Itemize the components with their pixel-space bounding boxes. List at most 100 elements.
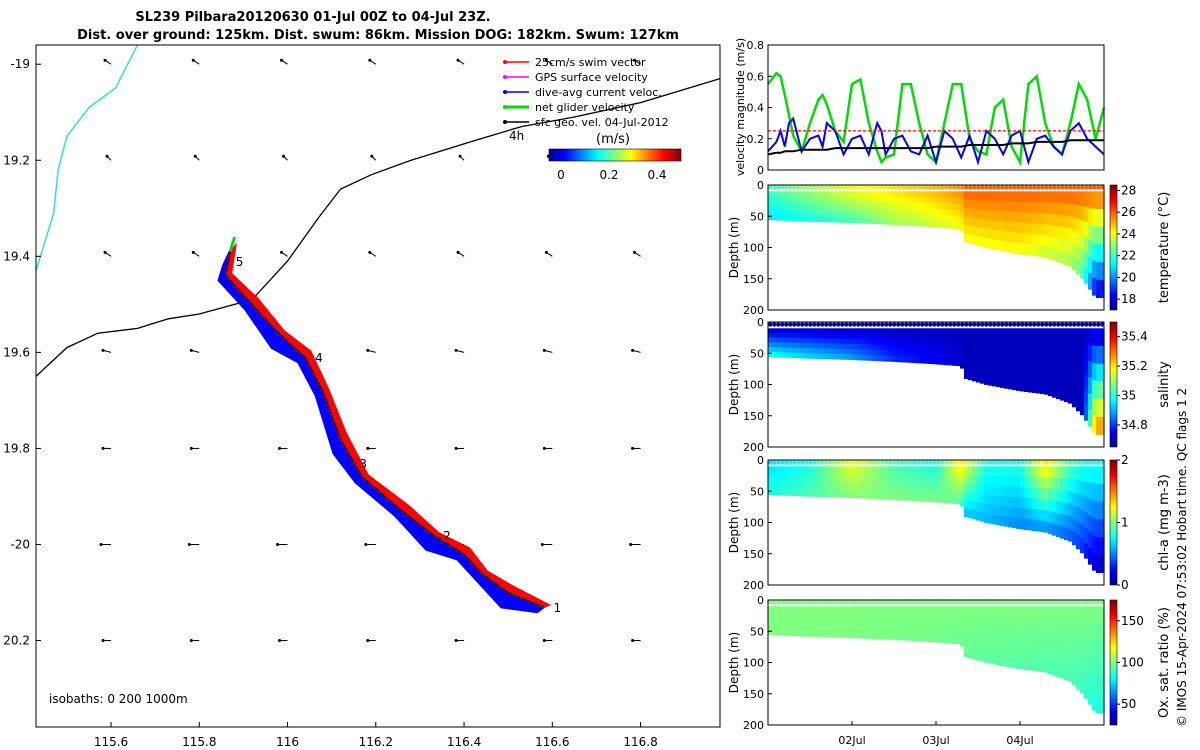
section-cell — [932, 214, 937, 222]
section-cell — [840, 471, 845, 478]
section-cell — [1024, 497, 1029, 509]
surface-profile-dot — [952, 460, 957, 465]
section-cell — [844, 616, 849, 623]
section-cell — [880, 339, 885, 345]
section-cell — [828, 491, 833, 498]
surface-profile-dot — [992, 600, 997, 605]
section-cell — [908, 214, 913, 221]
section-cell — [940, 618, 945, 625]
section-cell — [824, 621, 829, 628]
section-cell — [1020, 359, 1025, 371]
section-cell — [768, 342, 773, 348]
section-cell — [1048, 373, 1053, 385]
current-vector-head — [103, 250, 107, 254]
section-cell — [936, 209, 941, 216]
section-cell — [892, 488, 897, 495]
section-cell — [904, 617, 909, 624]
current-vector-head — [101, 446, 105, 450]
section-cell — [996, 230, 1001, 241]
surface-profile-dot — [796, 600, 801, 605]
section-cell — [944, 203, 949, 210]
section-cell — [776, 466, 781, 472]
section-cell — [804, 481, 809, 487]
section-cell — [1056, 328, 1061, 341]
section-cell — [1052, 466, 1057, 479]
section-cell — [1028, 498, 1033, 510]
section-cell — [908, 489, 913, 496]
section-cell — [884, 350, 889, 357]
section-cell — [1028, 328, 1033, 340]
section-cell — [1028, 508, 1033, 520]
section-cell — [908, 634, 913, 641]
section-cell — [816, 491, 821, 497]
section-cell — [1044, 639, 1049, 651]
section-cell — [820, 481, 825, 487]
section-cell — [1048, 640, 1053, 652]
section-cell — [900, 196, 905, 203]
section-cell — [780, 196, 785, 202]
current-vector-head — [101, 348, 105, 352]
section-cell — [880, 471, 885, 478]
section-cell — [896, 471, 901, 478]
section-cell — [1012, 616, 1017, 628]
section-cell — [1096, 381, 1101, 400]
surface-profile-dot — [768, 322, 773, 327]
section-cell — [820, 338, 825, 344]
section-cell — [856, 606, 861, 613]
section-cell — [1012, 328, 1017, 339]
section-cell — [956, 346, 961, 354]
section-cell — [1064, 642, 1069, 656]
section-cell — [1068, 328, 1073, 342]
section-cell — [1080, 371, 1085, 387]
current-vector-head — [454, 639, 458, 643]
section-cell — [1024, 627, 1029, 639]
section-cell — [980, 227, 985, 238]
section-cell — [832, 621, 837, 628]
section-cell — [1044, 499, 1049, 511]
section-cell — [1000, 655, 1005, 666]
section-cell — [884, 482, 889, 489]
section-cell — [940, 334, 945, 341]
section-cell — [1020, 476, 1025, 488]
section-cell — [848, 343, 853, 350]
section-cell — [860, 201, 865, 208]
section-cell — [844, 476, 849, 483]
section-cell — [964, 336, 969, 346]
section-cell — [992, 466, 997, 477]
section-cell — [1096, 484, 1101, 503]
section-cell — [804, 211, 809, 217]
section-cell — [1088, 687, 1093, 705]
map-colorbar-tick-label: 0.4 — [647, 168, 666, 182]
section-cell — [956, 328, 961, 335]
section-cell — [908, 345, 913, 352]
surface-profile-dot — [984, 600, 989, 605]
section-cell — [1004, 191, 1009, 202]
section-cell — [864, 487, 869, 494]
section-cell — [824, 353, 829, 360]
surface-profile-dot — [972, 600, 977, 605]
section-cell — [968, 345, 973, 355]
section-cell — [964, 648, 969, 657]
section-cell — [928, 612, 933, 619]
surface-profile-dot — [968, 460, 973, 465]
section-cell — [1016, 359, 1021, 371]
section-cell — [948, 636, 953, 644]
section-cell — [1096, 501, 1101, 520]
section-cell — [928, 495, 933, 502]
section-cell — [1096, 262, 1101, 281]
map-colorbar-ticks: 0 0.2 0.4 — [557, 168, 666, 182]
surface-profile-dot — [912, 600, 917, 605]
section-cell — [1064, 630, 1069, 644]
section-cell — [1044, 339, 1049, 351]
surface-profile-dot — [896, 460, 901, 465]
surface-profile-dot — [1068, 600, 1073, 605]
section-cell — [1008, 231, 1013, 243]
section-cell — [940, 352, 945, 359]
section-cell — [788, 490, 793, 496]
section-cell — [928, 220, 933, 227]
depth-tick-label: 50 — [750, 625, 764, 638]
section-cell — [844, 206, 849, 213]
surface-profile-dot — [852, 600, 857, 605]
